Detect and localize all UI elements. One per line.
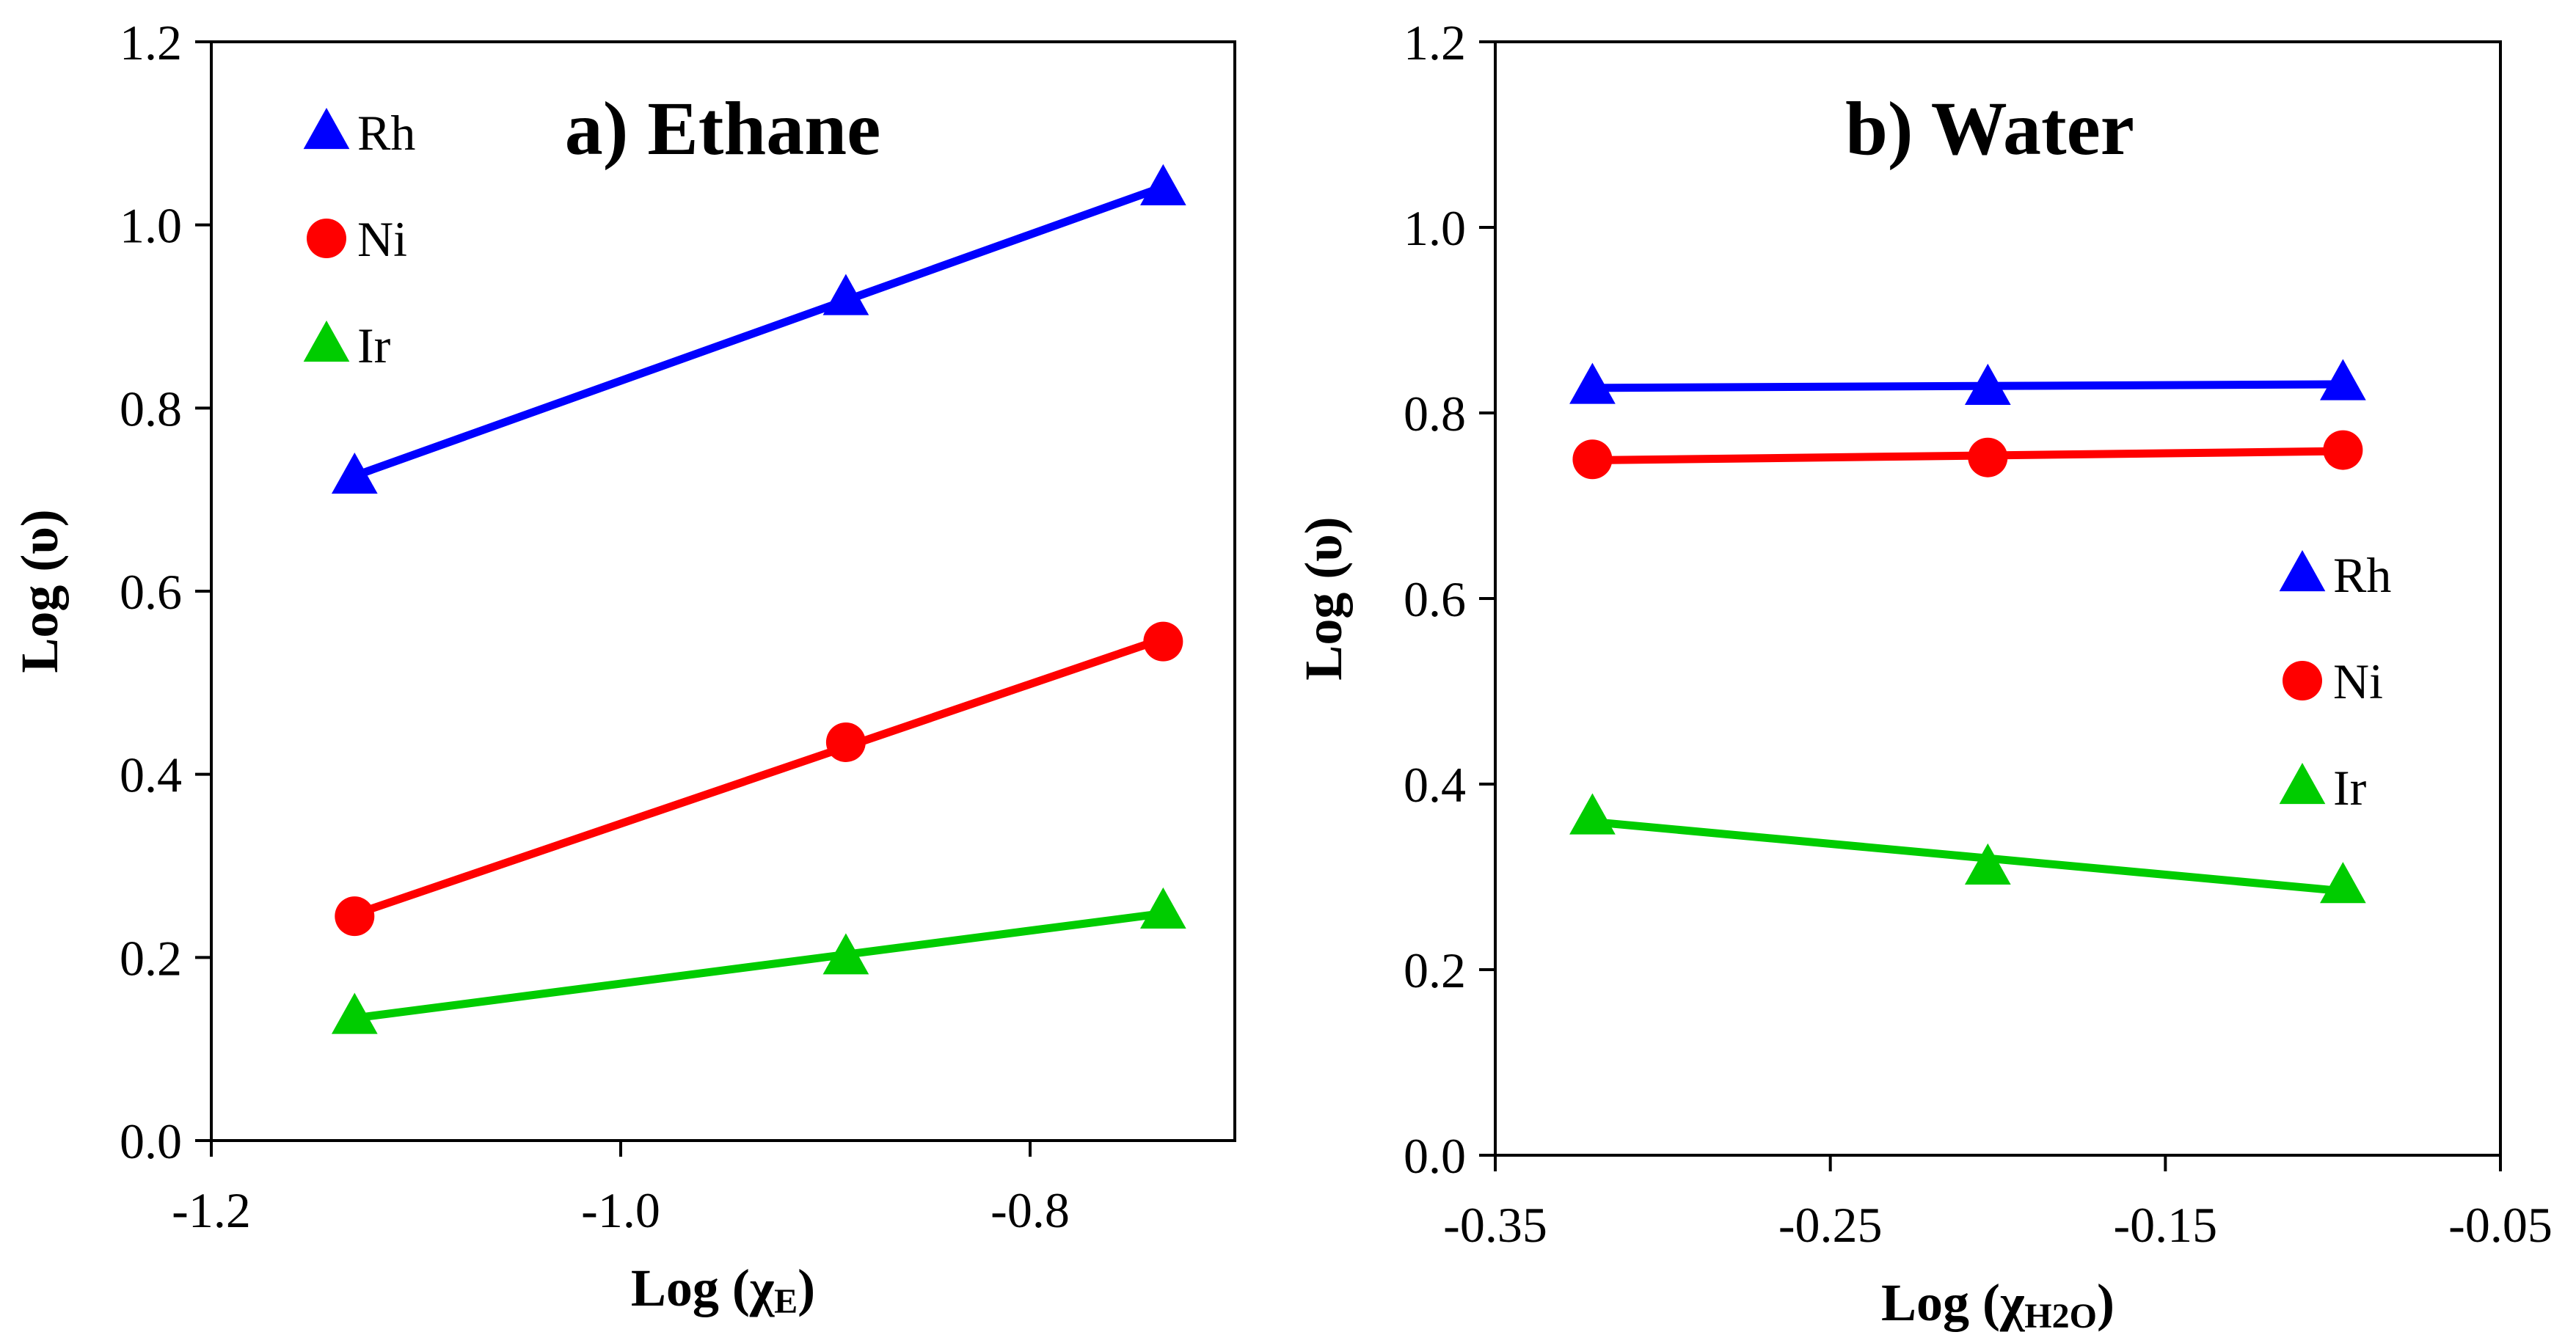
chart1-title: b) Water: [1845, 87, 2134, 171]
chart1-legend-rh-label: Rh: [2333, 547, 2391, 603]
chart0-ir-point: [1140, 887, 1186, 929]
chart0-plot-frame: [210, 40, 1236, 1142]
chart0-legend-ni-marker: [307, 219, 346, 258]
chart0-rh-point: [1140, 164, 1186, 205]
chart0-legend-rh-marker: [303, 108, 350, 150]
chart1-ytick-label: 0.2: [1404, 943, 1466, 998]
chart0-rh-point: [822, 274, 869, 315]
chart1-ir-point: [1569, 793, 1616, 835]
chart1-ir-trend-line: [1591, 818, 2343, 896]
chart0-xtick-label: -1.0: [581, 1182, 660, 1238]
chart0-ir-trend-line: [354, 909, 1164, 1022]
chart0-ni-trend-line: [353, 634, 1165, 918]
chart1-ir-point: [2320, 862, 2366, 904]
chart1-rh-point: [1569, 362, 1616, 404]
chart1-legend-rh-marker: [2279, 550, 2326, 592]
chart1-ir-point: [1964, 843, 2011, 885]
chart1-legend-ni-label: Ni: [2333, 654, 2383, 709]
chart1-ytick-label: 0.4: [1404, 757, 1466, 813]
chart1-rh-trend-line: [1592, 380, 2343, 392]
chart0-legend-ir-marker: [303, 321, 350, 362]
chart0-ytick-label: 1.2: [120, 15, 182, 70]
chart1-ni-point: [1968, 437, 2008, 477]
chart0-ytick-label: 0.4: [120, 747, 182, 803]
chart0-x-axis-title: Log (χE): [631, 1259, 815, 1321]
chart1-ytick-label: 0.8: [1404, 386, 1466, 442]
chart0-ytick-label: 0.2: [120, 930, 182, 986]
chart0-ni-point: [335, 896, 375, 937]
chart1-ni-trend-line: [1592, 447, 2343, 465]
chart1-xtick-label: -0.25: [1778, 1197, 1883, 1253]
chart1-rh-point: [2320, 359, 2366, 400]
chart0-ir-point: [822, 933, 869, 975]
chart0-rh-trend-line: [353, 183, 1165, 480]
chart0-ytick-label: 0.0: [120, 1113, 182, 1169]
chart1-ytick-label: 1.2: [1404, 15, 1466, 70]
chart0-ytick-label: 1.0: [120, 198, 182, 254]
chart1-ytick-label: 1.0: [1404, 200, 1466, 256]
chart0-ytick-label: 0.8: [120, 381, 182, 436]
chart1-legend-ir-marker: [2279, 763, 2326, 805]
chart0-xtick-label: -1.2: [172, 1182, 251, 1238]
chart1-xtick-label: -0.05: [2448, 1197, 2553, 1253]
chart0-title: a) Ethane: [565, 87, 880, 171]
chart0-ytick-label: 0.6: [120, 564, 182, 620]
chart1-legend-ir-label: Ir: [2333, 760, 2367, 816]
chart0-ni-point: [1143, 621, 1183, 662]
chart1-xtick-label: -0.35: [1443, 1197, 1547, 1253]
chart0-legend-ni-label: Ni: [357, 211, 407, 267]
chart0-ir-point: [331, 992, 378, 1034]
chart1-y-axis-title: Log (υ): [1294, 516, 1353, 680]
chart0-y-axis-title: Log (υ): [10, 509, 69, 673]
chart1-ytick-label: 0.6: [1404, 571, 1466, 627]
chart0-rh-point: [331, 452, 378, 494]
chart1-rh-point: [1964, 363, 2011, 405]
chart1-x-axis-title: Log (χH2O): [1881, 1273, 2115, 1336]
chart1-ytick-label: 0.0: [1404, 1128, 1466, 1184]
chart1-legend-ni-marker: [2283, 661, 2322, 700]
chart1-ni-point: [2323, 430, 2363, 470]
chart1-ni-point: [1572, 439, 1613, 480]
chart0-legend-ir-label: Ir: [357, 318, 391, 373]
chart0-xtick-label: -0.8: [990, 1182, 1070, 1238]
chart1-xtick-label: -0.15: [2114, 1197, 2218, 1253]
chart0-legend-rh-label: Rh: [357, 105, 415, 161]
chart0-ni-point: [825, 722, 866, 762]
